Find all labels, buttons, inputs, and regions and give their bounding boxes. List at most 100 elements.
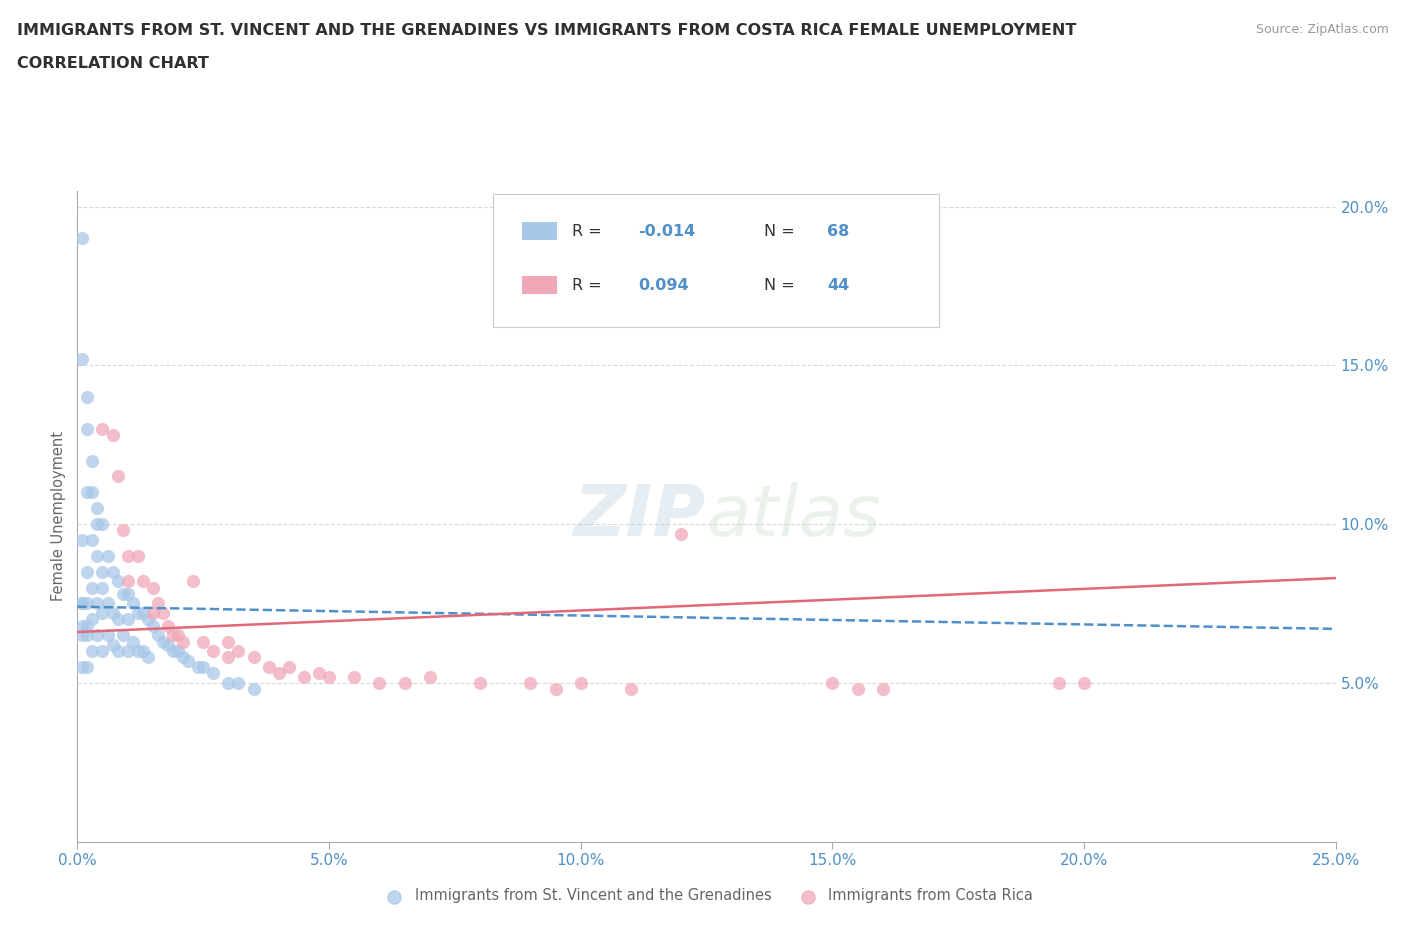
- Point: [156, 637, 179, 652]
- Text: N =: N =: [765, 223, 800, 238]
- Point: [620, 682, 643, 697]
- Point: [146, 628, 169, 643]
- Point: [72, 596, 94, 611]
- Point: [156, 618, 179, 633]
- Text: atlas: atlas: [707, 482, 882, 551]
- Text: IMMIGRANTS FROM ST. VINCENT AND THE GRENADINES VS IMMIGRANTS FROM COSTA RICA FEM: IMMIGRANTS FROM ST. VINCENT AND THE GREN…: [17, 23, 1076, 38]
- Point: [127, 549, 149, 564]
- Point: [101, 565, 124, 579]
- Point: [111, 628, 134, 643]
- Point: [468, 675, 491, 690]
- Point: [343, 669, 366, 684]
- Point: [132, 644, 155, 658]
- Point: [76, 565, 98, 579]
- Point: [217, 634, 239, 649]
- Point: [292, 669, 315, 684]
- Point: [308, 666, 330, 681]
- FancyBboxPatch shape: [522, 276, 557, 294]
- Point: [228, 675, 250, 690]
- Point: [76, 390, 98, 405]
- FancyBboxPatch shape: [492, 194, 939, 327]
- Point: [107, 469, 129, 484]
- Point: [132, 605, 155, 620]
- Point: [127, 644, 149, 658]
- Point: [117, 587, 139, 602]
- Point: [172, 634, 194, 649]
- Point: [91, 580, 114, 595]
- Point: [142, 580, 165, 595]
- Point: [1047, 675, 1070, 690]
- Point: [82, 580, 104, 595]
- Point: [228, 644, 250, 658]
- Point: [419, 669, 441, 684]
- Point: [821, 675, 844, 690]
- Point: [107, 644, 129, 658]
- Point: [177, 653, 200, 668]
- Text: 0.094: 0.094: [638, 277, 689, 293]
- Point: [277, 659, 299, 674]
- Point: [86, 628, 108, 643]
- Point: [117, 574, 139, 589]
- Point: [167, 644, 190, 658]
- Point: [544, 682, 567, 697]
- Point: [86, 500, 108, 515]
- Point: [76, 628, 98, 643]
- Point: [96, 549, 118, 564]
- Point: [162, 628, 184, 643]
- Point: [117, 644, 139, 658]
- Point: [257, 659, 280, 674]
- Point: [96, 628, 118, 643]
- Point: [86, 596, 108, 611]
- Point: [187, 659, 209, 674]
- Point: [136, 612, 159, 627]
- Text: 44: 44: [827, 277, 849, 293]
- Point: [96, 596, 118, 611]
- Text: ZIP: ZIP: [574, 482, 707, 551]
- Point: [394, 675, 416, 690]
- Point: [217, 650, 239, 665]
- Point: [872, 682, 894, 697]
- Point: [76, 659, 98, 674]
- Point: [72, 352, 94, 366]
- Point: [191, 634, 215, 649]
- Point: [91, 421, 114, 436]
- Point: [72, 659, 94, 674]
- Point: [107, 574, 129, 589]
- Text: R =: R =: [572, 277, 607, 293]
- Point: [368, 675, 391, 690]
- Point: [127, 605, 149, 620]
- Point: [142, 618, 165, 633]
- Text: N =: N =: [765, 277, 800, 293]
- Point: [111, 523, 134, 538]
- Point: [76, 618, 98, 633]
- Point: [76, 421, 98, 436]
- Point: [91, 517, 114, 532]
- Point: [82, 533, 104, 548]
- Point: [202, 666, 225, 681]
- Point: [72, 533, 94, 548]
- Point: [72, 596, 94, 611]
- Point: [132, 574, 155, 589]
- Point: [267, 666, 290, 681]
- Y-axis label: Female Unemployment: Female Unemployment: [51, 432, 66, 601]
- Point: [121, 634, 143, 649]
- Point: [82, 612, 104, 627]
- Point: [671, 526, 693, 541]
- Point: [136, 650, 159, 665]
- Point: [107, 612, 129, 627]
- Point: [76, 485, 98, 499]
- Point: [82, 644, 104, 658]
- Point: [519, 675, 541, 690]
- Point: [117, 612, 139, 627]
- Point: [846, 682, 869, 697]
- Point: [82, 485, 104, 499]
- Point: [117, 549, 139, 564]
- Point: [202, 644, 225, 658]
- Point: [142, 605, 165, 620]
- Point: [191, 659, 215, 674]
- Point: [146, 596, 169, 611]
- Point: [76, 596, 98, 611]
- Point: [569, 675, 592, 690]
- Text: R =: R =: [572, 223, 607, 238]
- Point: [72, 628, 94, 643]
